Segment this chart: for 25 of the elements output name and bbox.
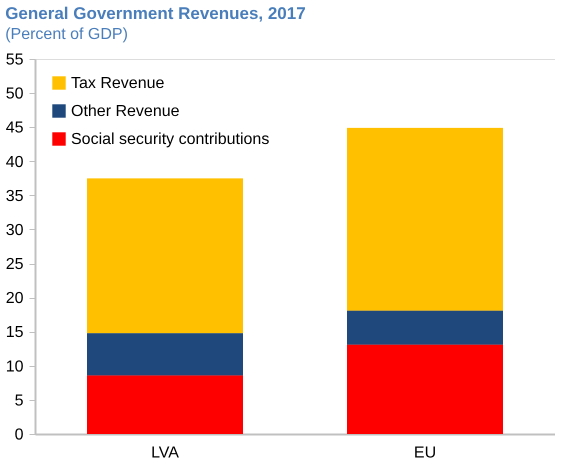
chart-subtitle: (Percent of GDP) <box>5 26 128 43</box>
y-tick-label: 35 <box>6 188 24 205</box>
y-tick-label: 25 <box>6 256 24 274</box>
legend-label: Tax Revenue <box>71 75 164 92</box>
bar <box>87 178 243 334</box>
y-tick-label: 5 <box>14 392 24 410</box>
bar <box>347 344 503 434</box>
x-tick-label: EU <box>414 444 436 462</box>
bar <box>87 333 243 376</box>
legend-label: Other Revenue <box>71 103 180 120</box>
x-tick-label: LVA <box>151 444 180 462</box>
bar <box>87 375 243 434</box>
y-tick-label: 45 <box>6 120 24 137</box>
bar <box>347 128 503 311</box>
legend-label: Social security contributions <box>71 131 270 148</box>
y-tick-label: 55 <box>6 52 24 68</box>
y-tick-label: 40 <box>6 154 24 171</box>
y-tick-label: 30 <box>6 222 24 239</box>
chart-title: General Government Revenues, 2017 <box>5 4 306 23</box>
y-tick-label: 15 <box>6 324 24 342</box>
y-tick-label: 0 <box>14 426 24 444</box>
y-tick-label: 10 <box>6 358 24 376</box>
y-tick-label: 20 <box>6 290 24 308</box>
y-tick-label: 50 <box>6 86 24 103</box>
bar <box>347 310 503 345</box>
